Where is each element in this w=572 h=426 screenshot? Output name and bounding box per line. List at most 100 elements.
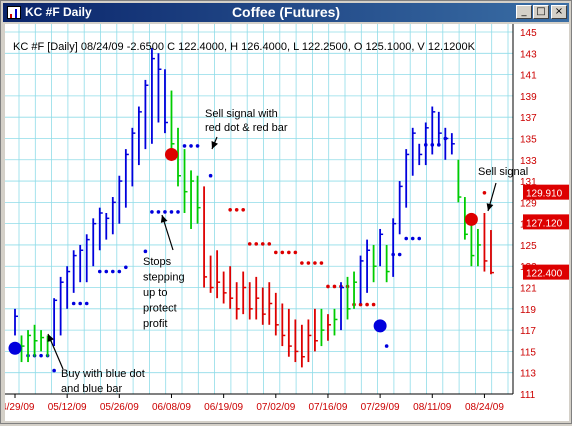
y-tick-label: 143 — [520, 49, 537, 60]
y-tick-label: 113 — [520, 369, 536, 380]
stop-dot — [143, 249, 148, 254]
x-tick-label: 06/08/09 — [152, 402, 191, 413]
x-tick-label: 08/11/09 — [413, 402, 452, 413]
x-tick-label: 07/02/09 — [256, 402, 295, 413]
annotation-text: and blue bar — [61, 383, 122, 395]
price-label-box — [523, 214, 569, 230]
stop-dot — [84, 301, 89, 306]
chart-header: KC #F [Daily] 08/24/09 -2.6500 C 122.400… — [13, 41, 476, 53]
stop-dot — [313, 261, 317, 265]
y-tick-label: 137 — [520, 113, 537, 124]
y-tick-label: 111 — [520, 390, 536, 401]
stop-dot — [176, 210, 180, 214]
stop-dot — [332, 284, 337, 289]
stop-dot — [280, 250, 285, 255]
annotation-text: Sell signal with — [205, 108, 278, 120]
x-tick-label: 05/12/09 — [48, 402, 87, 413]
annotation-text: up to — [143, 287, 167, 299]
x-tick-label: 07/29/09 — [361, 402, 400, 413]
annotation-text: Sell signal — [478, 166, 528, 178]
y-tick-label: 115 — [520, 347, 536, 358]
price-label-text: 122.400 — [526, 269, 563, 280]
maximize-button[interactable]: □ — [533, 5, 549, 19]
price-label-box — [523, 264, 569, 280]
stop-dot — [371, 302, 376, 307]
y-tick-label: 131 — [520, 177, 537, 188]
y-tick-label: 117 — [520, 326, 536, 337]
y-tick-label: 135 — [520, 134, 537, 145]
stop-dot — [78, 301, 82, 306]
arrowhead — [211, 141, 218, 149]
stop-dot — [52, 368, 56, 373]
price-bars — [14, 47, 494, 368]
price-chart[interactable]: 1111131151171191211231251271291311331351… — [0, 24, 569, 421]
annotation-text: profit — [143, 318, 167, 330]
signal-dot — [8, 341, 22, 355]
stop-dot — [326, 284, 330, 289]
title-bar[interactable]: KC #F Daily Coffee (Futures) _ □ × — [3, 3, 569, 22]
stop-dot — [287, 250, 291, 255]
stop-dot — [247, 242, 252, 246]
arrowhead — [486, 203, 494, 211]
stop-dot — [195, 144, 200, 148]
stop-dot — [358, 302, 363, 307]
stop-dot — [319, 261, 324, 265]
y-tick-label: 121 — [520, 284, 537, 295]
x-tick-label: 08/24/09 — [465, 402, 504, 413]
y-tick-label: 129 — [520, 198, 537, 209]
close-button[interactable]: × — [551, 5, 567, 19]
stop-dot — [365, 302, 369, 307]
x-tick-label: 06/19/09 — [204, 402, 243, 413]
stop-dot — [241, 208, 245, 212]
stop-dot — [293, 250, 298, 255]
chart-area[interactable]: 1111131151171191211231251271291311331351… — [0, 24, 569, 421]
chart-app-icon[interactable] — [7, 6, 21, 19]
stop-dot — [300, 261, 304, 265]
stop-dot — [397, 252, 402, 257]
y-tick-label: 145 — [520, 28, 537, 39]
x-axis-labels: 04/29/09 05/12/09 05/26/09 06/08/09 06/19/09… — [0, 394, 504, 413]
signal-dot — [373, 319, 387, 333]
stop-dot — [124, 265, 128, 270]
price-labels: 129.910 127.120 122.400 — [523, 184, 569, 280]
stop-dot — [111, 269, 115, 274]
stop-dot — [117, 269, 122, 274]
stop-dot — [306, 261, 311, 265]
stop-dot — [417, 236, 422, 241]
stop-dot — [437, 143, 441, 147]
chart-grid — [5, 24, 514, 395]
stop-dot — [104, 269, 109, 274]
stop-dot — [260, 242, 265, 246]
stop-dot — [410, 236, 415, 241]
stop-dot — [39, 353, 43, 358]
stop-dot — [169, 210, 174, 214]
signal-dot — [464, 212, 478, 226]
window-title: KC #F Daily — [25, 5, 92, 19]
stop-dot — [274, 250, 278, 255]
stop-dot — [182, 144, 187, 148]
signal-dots — [8, 147, 478, 355]
annotation-text: red dot & red bar — [205, 122, 288, 134]
stop-dot — [384, 344, 389, 348]
annotation-text: Buy with blue dot — [61, 368, 145, 380]
stop-dot — [97, 269, 102, 274]
y-tick-label: 139 — [520, 92, 537, 103]
stop-dot — [228, 208, 232, 212]
price-label-box — [523, 184, 569, 200]
x-tick-label: 04/29/09 — [5, 402, 35, 413]
annotation-text: protect — [143, 303, 177, 315]
stop-dot — [254, 242, 259, 246]
y-tick-label: 141 — [520, 71, 537, 82]
stop-dot — [71, 301, 76, 306]
stop-dot — [208, 173, 213, 178]
arrowhead — [47, 334, 55, 342]
stop-dot — [156, 210, 161, 214]
y-tick-label: 133 — [520, 156, 537, 167]
stop-dot — [234, 208, 239, 212]
signal-dot — [164, 147, 178, 161]
y-tick-label: 125 — [520, 241, 537, 252]
price-label-text: 129.910 — [526, 189, 563, 200]
minimize-button[interactable]: _ — [516, 5, 532, 19]
x-tick-label: 05/26/09 — [100, 402, 139, 413]
annotations: Buy with blue dot and blue bar Sell signal… — [47, 108, 528, 395]
